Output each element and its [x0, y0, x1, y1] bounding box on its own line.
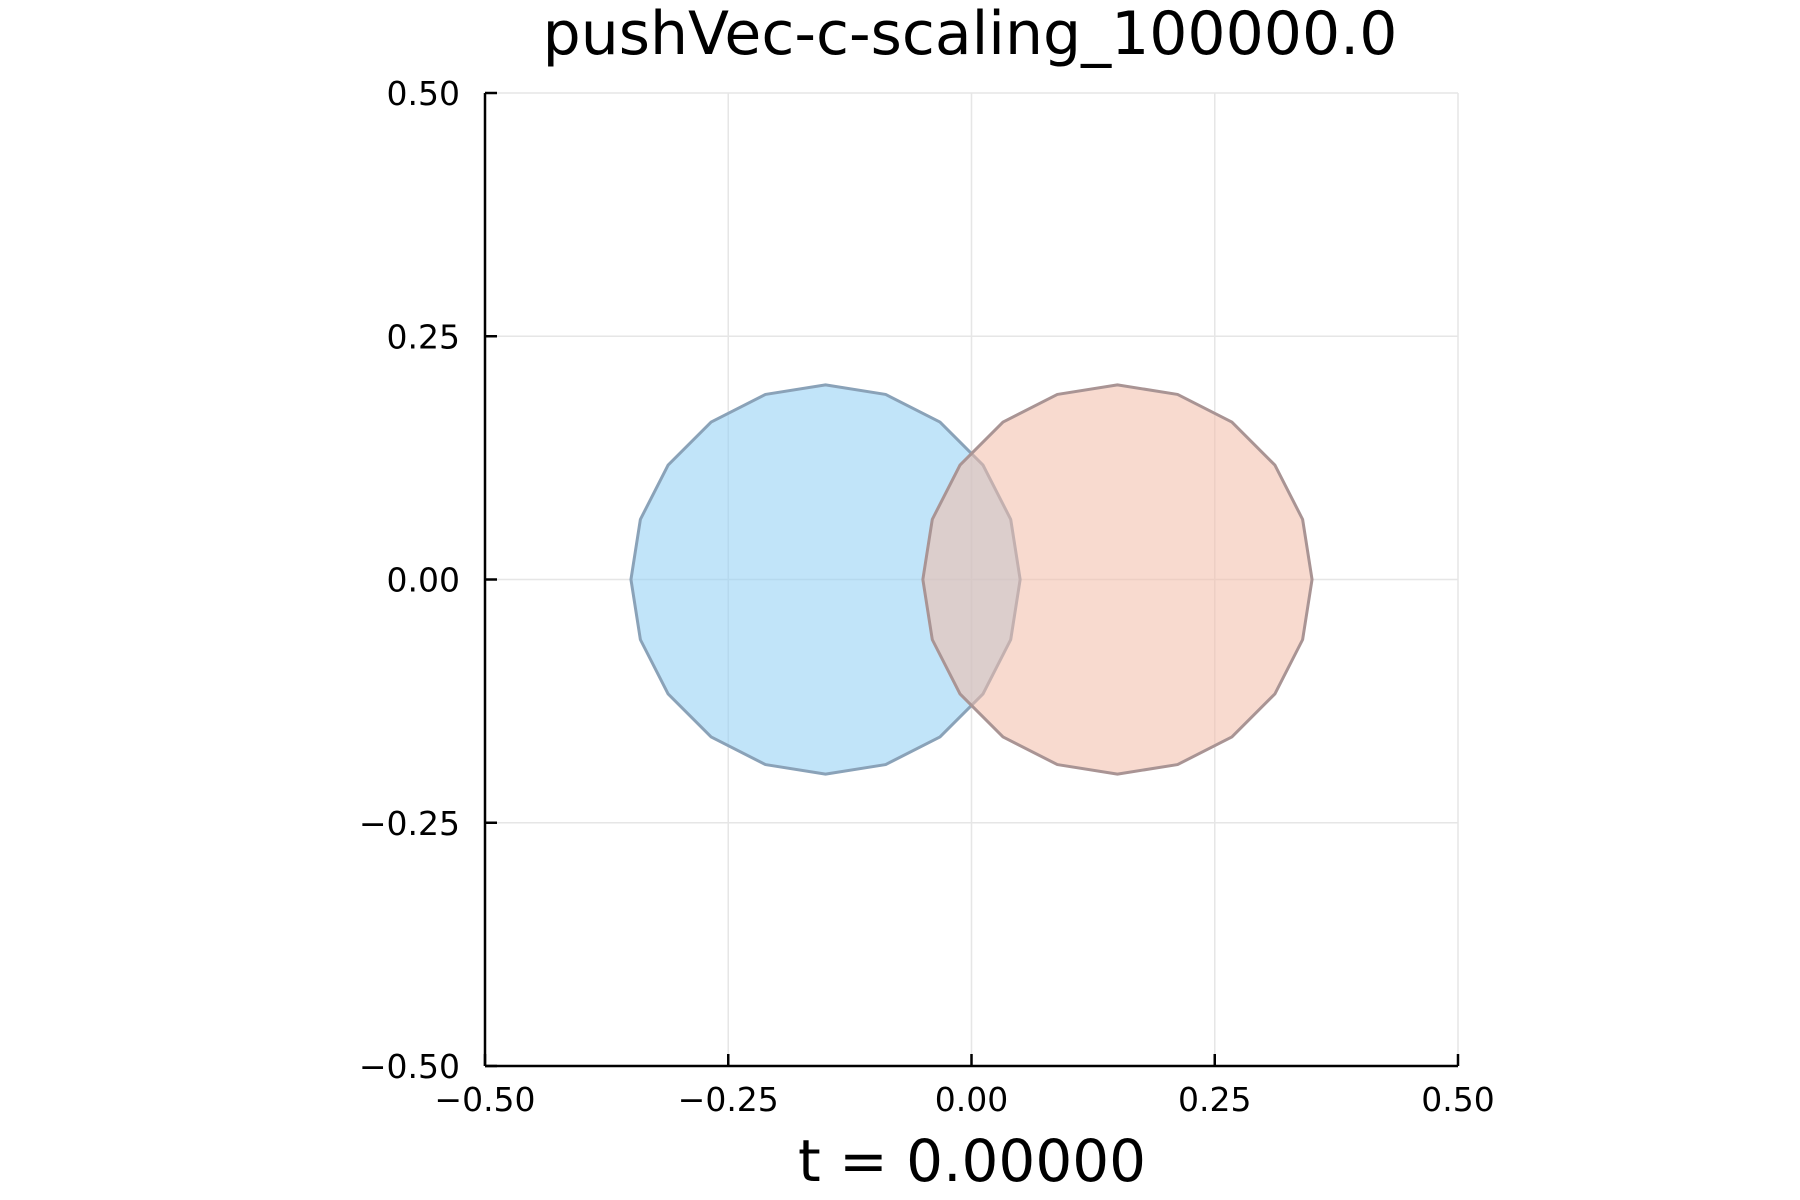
chart-title: pushVec-c-scaling_100000.0	[543, 0, 1398, 69]
y-tick-label: 0.50	[387, 74, 460, 113]
x-tick-label: 0.00	[935, 1080, 1008, 1119]
plot-area	[629, 383, 1314, 776]
x-tick-label: 0.25	[1178, 1080, 1251, 1119]
x-axis-label: t = 0.00000	[798, 1127, 1146, 1195]
y-tick-label: 0.25	[387, 317, 460, 356]
x-tick-label: −0.50	[434, 1080, 535, 1119]
ticks: −0.50 −0.25 0.00 0.25 0.50 −0.50 −0.25 0.00 0.25…	[359, 74, 1495, 1119]
x-tick-label: −0.25	[678, 1080, 779, 1119]
y-tick-label: −0.25	[359, 804, 460, 843]
polygon-2	[921, 383, 1314, 776]
y-tick-label: 0.00	[387, 561, 460, 600]
x-tick-label: 0.50	[1421, 1080, 1494, 1119]
y-tick-label: −0.50	[359, 1047, 460, 1086]
